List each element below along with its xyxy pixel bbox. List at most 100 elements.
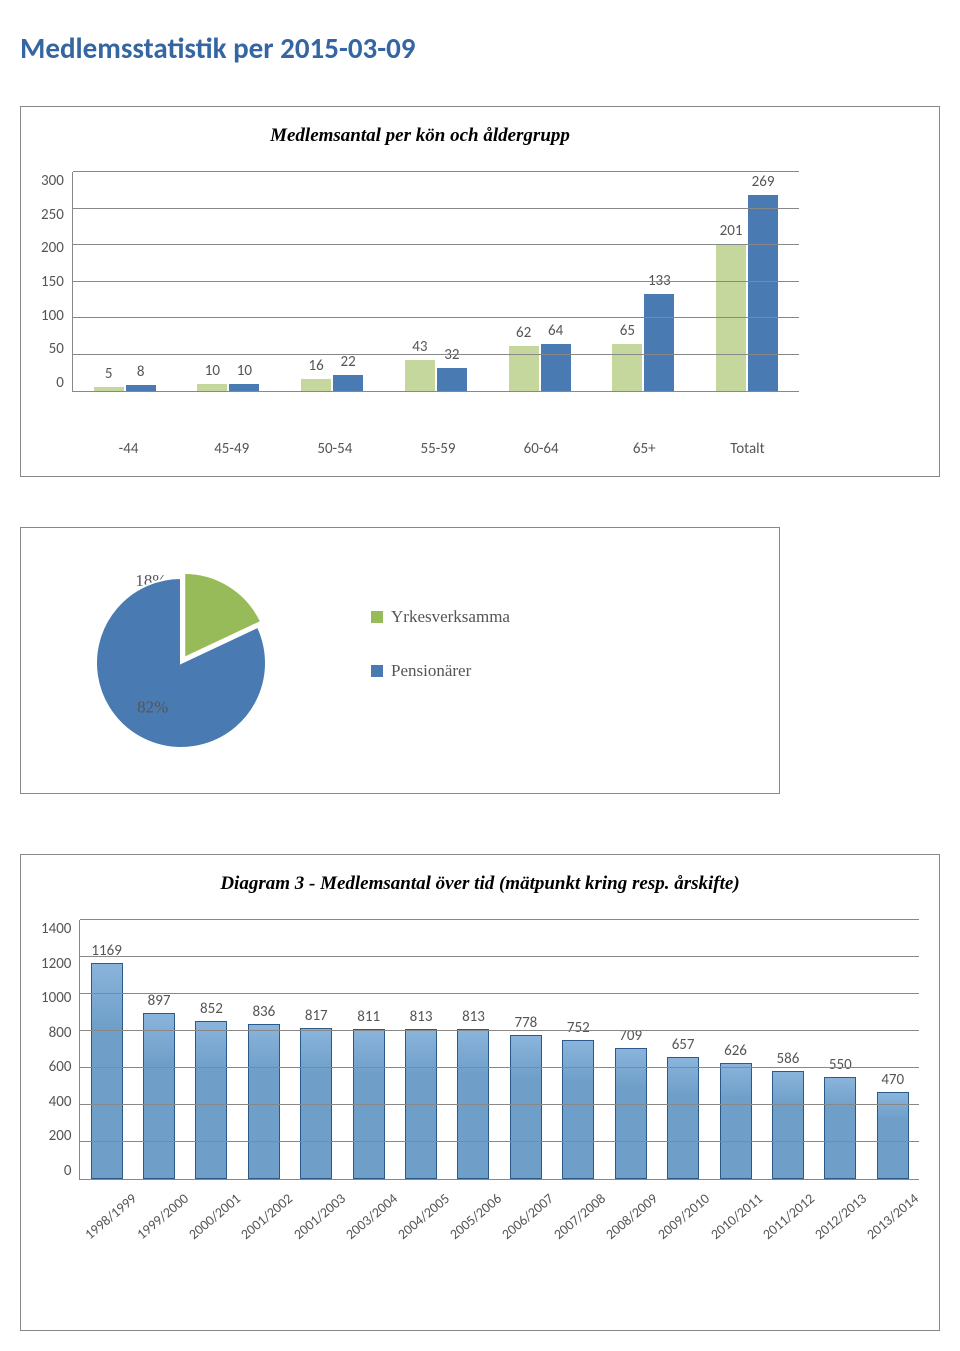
chart3-xaxis: 1998/19991999/20002000/20012001/20022001…	[85, 1180, 919, 1250]
chart3-bar: 550	[824, 1077, 856, 1179]
chart1-bar: 22	[333, 375, 363, 391]
chart1-bar-value: 10	[205, 362, 220, 380]
chart3-bar-value: 836	[252, 1003, 275, 1021]
chart3-bar-value: 586	[777, 1050, 800, 1068]
chart2-legend-item: Pensionärer	[371, 661, 510, 681]
chart1-ytick: 200	[41, 239, 64, 257]
chart1-bar-value: 201	[720, 222, 743, 240]
chart1-bar-value: 62	[516, 324, 531, 342]
chart3-gridline	[80, 1030, 919, 1031]
chart3-ytick: 400	[49, 1093, 72, 1111]
chart1-xlabel: 65+	[593, 432, 696, 458]
chart1-bar: 16	[301, 379, 331, 391]
chart3-bar-value: 550	[829, 1056, 852, 1074]
chart1-bar-value: 65	[620, 322, 635, 340]
chart3-gridline	[80, 1141, 919, 1142]
chart3-bar: 836	[248, 1024, 280, 1179]
chart1-gridline	[73, 208, 799, 209]
chart1-yaxis: 300 250 200 150 100 50 0	[41, 172, 72, 392]
chart3-bar-value: 626	[724, 1042, 747, 1060]
chart1-xlabel: Totalt	[696, 432, 799, 458]
chart1-gridline	[73, 354, 799, 355]
chart1-bar: 65	[612, 344, 642, 391]
chart3-bar-value: 813	[410, 1008, 433, 1026]
chart3-bar-value: 817	[305, 1007, 328, 1025]
chart1-ytick: 300	[41, 172, 64, 190]
pie-slice-label: 82%	[137, 697, 168, 716]
chart1-bar-group: 65133	[591, 172, 695, 391]
legend-swatch	[371, 611, 383, 623]
chart1-bar: 269	[748, 195, 778, 391]
chart3-bar: 626	[720, 1063, 752, 1179]
chart2-legend-item: Yrkesverksamma	[371, 607, 510, 627]
pie-svg: 18%82%	[61, 558, 291, 758]
chart3-ytick: 0	[64, 1162, 72, 1180]
chart1-bar: 10	[197, 384, 227, 391]
chart1-bar: 10	[229, 384, 259, 391]
page-title: Medlemsstatistik per 2015-03-09	[20, 30, 940, 66]
chart3-ytick: 200	[49, 1127, 72, 1145]
chart1-bar: 5	[94, 387, 124, 391]
chart3-yaxis: 1400 1200 1000 800 600 400 200 0	[41, 920, 79, 1180]
chart1-xlabel: 45-49	[180, 432, 283, 458]
chart1-xlabel: 55-59	[386, 432, 489, 458]
chart3-bar-value: 1169	[91, 942, 121, 960]
chart1-xlabel: -44	[77, 432, 180, 458]
chart1-title: Medlemsantal per kön och åldergrupp	[41, 125, 799, 147]
chart1-bar-value: 32	[444, 346, 459, 364]
chart1-bar-group: 4332	[384, 172, 488, 391]
chart1-ytick: 150	[41, 273, 64, 291]
chart3-bar-value: 813	[462, 1008, 485, 1026]
chart1-ytick: 0	[56, 374, 64, 392]
chart3-bar-value: 897	[148, 992, 171, 1010]
chart1-xlabel: 60-64	[490, 432, 593, 458]
chart1-bar: 8	[126, 385, 156, 391]
chart2-container: 18%82% Yrkesverksamma Pensionärer	[20, 527, 780, 794]
chart3-gridline	[80, 919, 919, 920]
chart1-bar: 43	[405, 360, 435, 391]
chart3-bar: 470	[877, 1092, 909, 1179]
legend-swatch	[371, 665, 383, 677]
chart1-bar-group: 201 269	[695, 172, 799, 391]
chart1-bar-value: 16	[309, 357, 324, 375]
chart3-bar-value: 657	[672, 1036, 695, 1054]
chart3-bar: 586	[772, 1071, 804, 1179]
chart1-bar-value: 22	[341, 353, 356, 371]
chart1-bar-value: 8	[137, 363, 145, 381]
chart3-ytick: 800	[49, 1024, 72, 1042]
chart3-ytick: 1200	[41, 955, 71, 973]
chart2-pie: 18%82%	[61, 558, 291, 763]
chart3-bar-value: 470	[881, 1071, 904, 1089]
chart1-bar-group: 62 64	[488, 172, 592, 391]
legend-label: Yrkesverksamma	[391, 607, 510, 627]
chart3-bar: 852	[195, 1021, 227, 1179]
chart1-gridline	[73, 317, 799, 318]
chart3-bar-value: 752	[567, 1019, 590, 1037]
chart1-ytick: 250	[41, 206, 64, 224]
chart3-bar: 897	[143, 1013, 175, 1179]
chart3-bar: 657	[667, 1057, 699, 1179]
chart1-bar: 133	[644, 294, 674, 391]
chart1-xlabel: 50-54	[283, 432, 386, 458]
chart3-gridline	[80, 1104, 919, 1105]
chart3-gridline	[80, 993, 919, 994]
chart3-ytick: 1000	[41, 989, 71, 1007]
chart3-bar: 778	[510, 1035, 542, 1179]
chart3-bar-value: 811	[357, 1008, 380, 1026]
chart1-bar: 32	[437, 368, 467, 391]
chart3-gridline	[80, 1067, 919, 1068]
chart1-bar-value: 10	[237, 362, 252, 380]
chart3-bar: 1169	[91, 963, 123, 1179]
chart1-ytick: 50	[49, 340, 64, 358]
chart1-bar-group: 1010	[177, 172, 281, 391]
chart1-bar-group: 1622	[280, 172, 384, 391]
chart1-bar-value: 64	[548, 322, 563, 340]
chart1-ytick: 100	[41, 307, 64, 325]
chart1-bar-value: 269	[752, 173, 775, 191]
chart3-container: Diagram 3 - Medlemsantal över tid (mätpu…	[20, 854, 940, 1331]
chart1-container: Medlemsantal per kön och åldergrupp 300 2…	[20, 106, 940, 477]
chart3-ytick: 600	[49, 1058, 72, 1076]
chart3-bar-value: 852	[200, 1000, 223, 1018]
chart1-gridline	[73, 244, 799, 245]
chart3-ytick: 1400	[41, 920, 71, 938]
